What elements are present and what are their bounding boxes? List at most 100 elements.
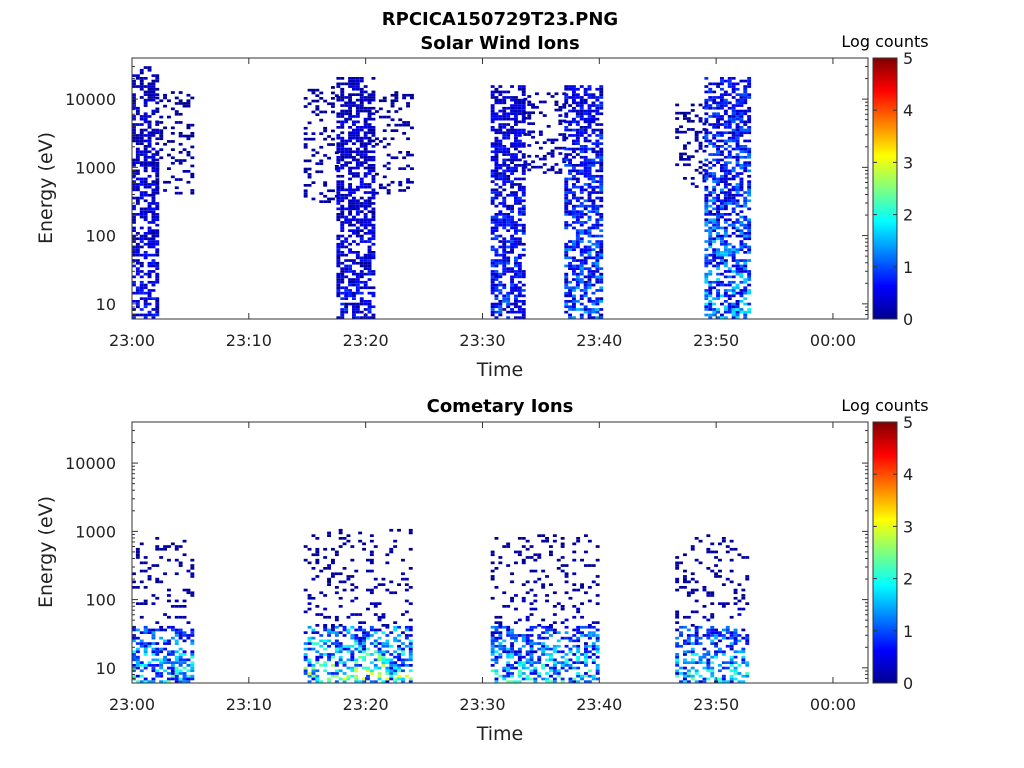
- spectrogram-cell: [151, 270, 156, 273]
- spectrogram-cell: [521, 270, 526, 273]
- spectrogram-cell: [135, 112, 140, 116]
- spectrogram-cell: [747, 93, 752, 96]
- spectrogram-cell: [739, 232, 744, 235]
- spectrogram-cell: [721, 674, 726, 678]
- spectrogram-cell: [506, 625, 511, 629]
- spectrogram-cell: [355, 316, 360, 319]
- spectrogram-cell: [521, 599, 526, 603]
- spectrogram-cell: [745, 577, 750, 581]
- y-axis-label: Energy (eV): [35, 132, 57, 244]
- spectrogram-cell: [727, 294, 732, 298]
- spectrogram-cell: [514, 123, 518, 126]
- spectrogram-cell: [494, 251, 499, 254]
- spectrogram-cell: [406, 123, 410, 127]
- spectrogram-cell: [494, 87, 499, 91]
- spectrogram-cell: [564, 213, 569, 216]
- spectrogram-cell: [686, 634, 691, 637]
- spectrogram-cell: [575, 300, 580, 303]
- spectrogram-cell: [735, 316, 740, 319]
- spectrogram-cell: [587, 218, 592, 222]
- spectrogram-cell: [572, 661, 577, 664]
- spectrogram-cell: [731, 196, 736, 200]
- spectrogram-cell: [716, 106, 720, 110]
- spectrogram-cell: [178, 628, 183, 632]
- spectrogram-cell: [694, 672, 699, 675]
- spectrogram-cell: [521, 242, 526, 246]
- spectrogram-cell: [564, 280, 569, 284]
- spectrogram-cell: [408, 602, 413, 605]
- spectrogram-cell: [595, 155, 600, 159]
- spectrogram-cell: [525, 539, 530, 543]
- spectrogram-cell: [743, 215, 748, 219]
- spectrogram-cell: [514, 96, 518, 99]
- spectrogram-cell: [510, 242, 514, 246]
- spectrogram-cell: [731, 253, 736, 257]
- spectrogram-cell: [354, 596, 359, 600]
- spectrogram-cell: [331, 143, 335, 146]
- spectrogram-cell: [712, 218, 717, 222]
- spectrogram-cell: [694, 580, 699, 584]
- spectrogram-cell: [587, 196, 592, 200]
- spectrogram-cell: [568, 161, 572, 164]
- spectrogram-cell: [587, 169, 592, 173]
- spectrogram-cell: [348, 204, 352, 208]
- spectrogram-cell: [139, 291, 144, 295]
- spectrogram-cell: [502, 98, 507, 102]
- spectrogram-cell: [182, 680, 187, 683]
- spectrogram-cell: [727, 172, 732, 175]
- spectrogram-cell: [151, 280, 156, 284]
- spectrogram-cell: [373, 545, 378, 548]
- spectrogram-cell: [502, 218, 507, 222]
- spectrogram-cell: [538, 146, 543, 150]
- spectrogram-cell: [729, 677, 734, 681]
- spectrogram-cell: [352, 229, 356, 232]
- spectrogram-cell: [167, 680, 171, 683]
- spectrogram-cell: [575, 112, 580, 116]
- spectrogram-cell: [163, 639, 167, 643]
- spectrogram-cell: [498, 221, 503, 224]
- spectrogram-cell: [359, 145, 364, 148]
- spectrogram-cell: [729, 644, 734, 648]
- spectrogram-cell: [716, 278, 720, 281]
- spectrogram-cell: [704, 256, 709, 260]
- spectrogram-cell: [151, 210, 156, 213]
- spectrogram-cell: [358, 636, 363, 640]
- spectrogram-cell: [397, 647, 401, 651]
- spectrogram-cell: [132, 164, 136, 167]
- spectrogram-cell: [564, 669, 569, 673]
- spectrogram-cell: [490, 142, 495, 145]
- spectrogram-cell: [315, 550, 320, 554]
- spectrogram-cell: [369, 558, 374, 562]
- spectrogram-cell: [334, 664, 339, 667]
- spectrogram-cell: [186, 680, 191, 683]
- spectrogram-cell: [350, 613, 355, 616]
- spectrogram-cell: [595, 142, 600, 145]
- spectrogram-cell: [159, 547, 164, 551]
- spectrogram-cell: [579, 96, 584, 99]
- spectrogram-cell: [393, 655, 398, 659]
- spectrogram-cell: [334, 634, 339, 637]
- spectrogram-cell: [342, 661, 347, 664]
- spectrogram-cell: [535, 106, 539, 109]
- spectrogram-cell: [514, 120, 518, 124]
- spectrogram-cell: [708, 221, 713, 224]
- spectrogram-cell: [375, 137, 379, 141]
- spectrogram-cell: [521, 223, 526, 227]
- spectrogram-cell: [363, 131, 368, 135]
- spectrogram-cell: [568, 169, 572, 173]
- spectrogram-cell: [531, 103, 535, 106]
- spectrogram-cell: [506, 177, 511, 181]
- spectrogram-cell: [498, 164, 503, 167]
- spectrogram-cell: [731, 286, 736, 290]
- spectrogram-cell: [355, 112, 360, 116]
- spectrogram-cell: [502, 674, 507, 678]
- spectrogram-cell: [568, 666, 573, 670]
- spectrogram-cell: [731, 134, 736, 137]
- spectrogram-cell: [727, 213, 732, 216]
- spectrogram-cell: [579, 297, 584, 300]
- spectrogram-cell: [190, 575, 195, 578]
- spectrogram-cell: [363, 267, 368, 270]
- spectrogram-cell: [704, 229, 709, 232]
- spectrogram-cell: [514, 256, 518, 260]
- spectrogram-cell: [572, 644, 577, 648]
